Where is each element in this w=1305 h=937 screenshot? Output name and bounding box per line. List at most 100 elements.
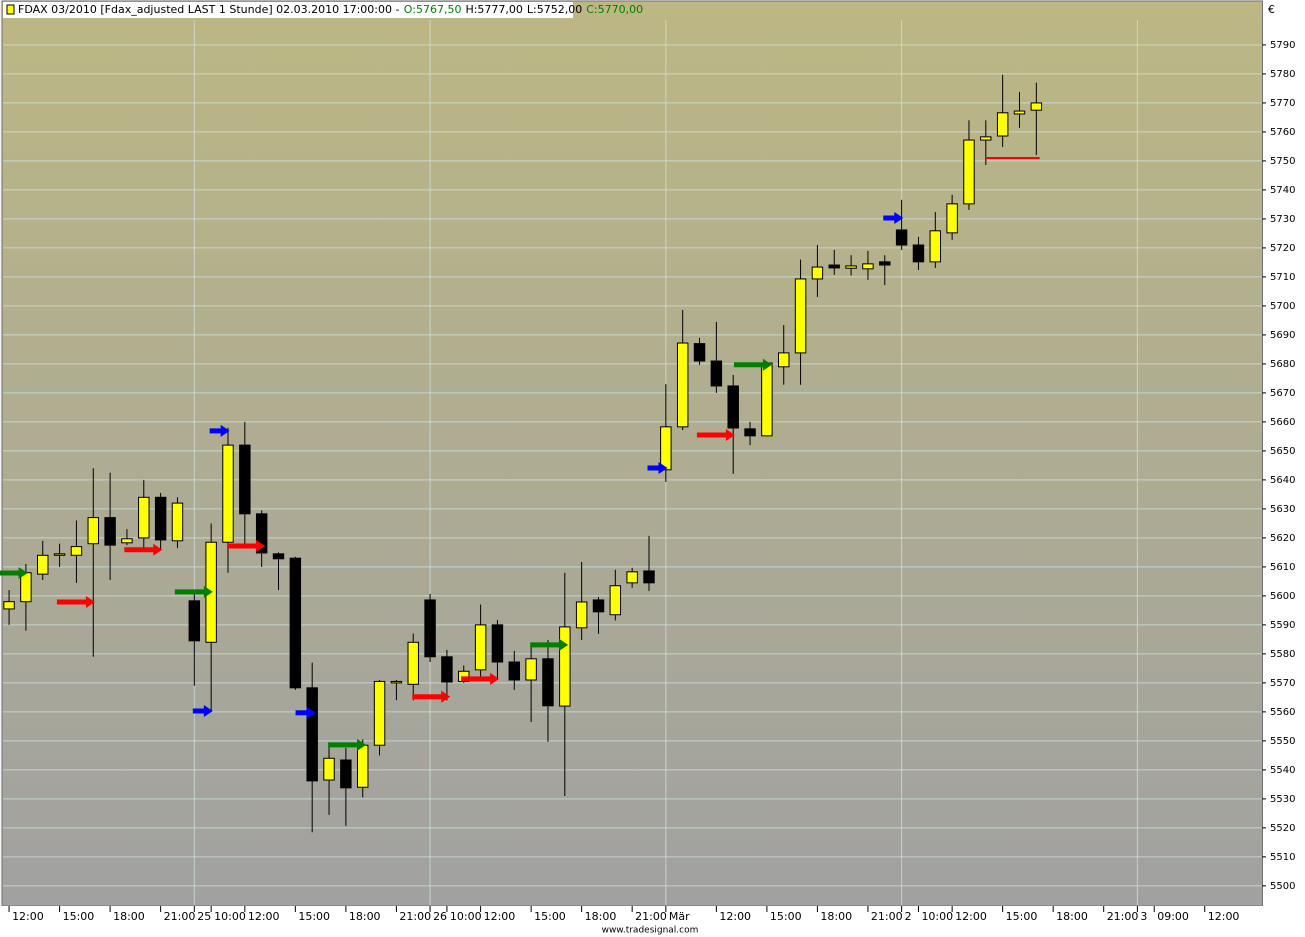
x-tick-label: 18:00	[349, 910, 381, 923]
candle-body	[727, 385, 739, 429]
y-tick-label: 5610	[1270, 562, 1295, 573]
x-tick-label: 21:00	[871, 910, 903, 923]
x-tick-label: 26	[433, 910, 447, 923]
y-tick-label: 5740	[1270, 185, 1295, 196]
candle-body	[239, 444, 251, 515]
x-tick-label: 15:00	[770, 910, 802, 923]
y-tick-label: 5660	[1270, 417, 1295, 428]
candle-body	[154, 496, 167, 541]
signal-arrow	[647, 462, 668, 475]
candle-body	[255, 513, 268, 554]
x-tick-label: 18:00	[113, 910, 145, 923]
x-tick-label: 25	[197, 910, 211, 923]
x-tick-label: 09:00	[1157, 910, 1189, 923]
header-ohlc: C:5770,00	[586, 3, 643, 16]
candle-body	[963, 139, 975, 205]
candle-body	[895, 229, 908, 246]
candle-body	[87, 517, 99, 545]
header-box	[3, 2, 573, 18]
y-tick-label: 5510	[1270, 852, 1295, 863]
y-tick-label: 5730	[1270, 214, 1295, 225]
candle-body	[1030, 102, 1043, 111]
y-tick-label: 5790	[1270, 40, 1295, 51]
signal-arrow	[733, 358, 772, 371]
candle-body	[340, 759, 352, 789]
y-tick-label: 5680	[1270, 359, 1295, 370]
candle-body	[744, 428, 756, 437]
signal-arrow	[192, 705, 213, 718]
y-tick-label: 5590	[1270, 620, 1295, 631]
candle-body	[980, 136, 992, 141]
header-title: FDAX 03/2010 [Fdax_adjusted LAST 1 Stund…	[18, 3, 400, 16]
candle-body	[491, 624, 504, 663]
x-tick-label: Mär	[669, 910, 690, 923]
candle-body	[845, 265, 857, 269]
signal-arrow	[56, 595, 95, 608]
x-axis-panel	[0, 906, 1305, 937]
candle-body	[3, 601, 15, 610]
candle-body	[373, 680, 386, 746]
signal-arrow	[530, 638, 569, 651]
candle-body	[946, 203, 958, 234]
candle-body	[508, 661, 520, 681]
candle-body	[929, 230, 942, 263]
candle-body	[37, 554, 49, 575]
x-tick-label: 12:00	[1208, 910, 1240, 923]
signal-arrow	[883, 212, 904, 225]
y-tick-label: 5690	[1270, 330, 1295, 341]
x-tick-label: 2	[905, 910, 912, 923]
candle-body	[121, 538, 133, 544]
header-ohlc: L:5752,00	[527, 3, 582, 16]
candle-body	[761, 362, 773, 437]
header-ohlc: H:5777,00	[465, 3, 522, 16]
candle-body	[912, 244, 925, 263]
candle-body	[542, 658, 554, 707]
candle-body	[171, 502, 184, 542]
candle-body	[53, 553, 66, 556]
x-tick-label: 12:00	[248, 910, 280, 923]
y-tick-label: 5650	[1270, 446, 1295, 457]
x-tick-label: 15:00	[63, 910, 95, 923]
candle-body	[778, 352, 790, 368]
x-tick-label: 12:00	[719, 910, 751, 923]
x-tick-label: 21:00	[635, 910, 667, 923]
x-tick-label: 12:00	[955, 910, 987, 923]
x-tick-label: 10:00	[214, 910, 246, 923]
y-tick-label: 5670	[1270, 388, 1295, 399]
candle-body	[676, 342, 689, 428]
candle-body	[70, 546, 83, 556]
candle-body	[811, 266, 824, 280]
x-tick-label: 10:00	[921, 910, 953, 923]
candle-body	[592, 599, 605, 613]
candle-body	[272, 553, 285, 560]
y-tick-label: 5640	[1270, 475, 1295, 486]
candle-body	[356, 744, 369, 788]
y-tick-label: 5570	[1270, 678, 1295, 689]
header-icon	[6, 4, 15, 15]
candle-body	[575, 601, 588, 629]
x-tick-label: 18:00	[820, 910, 852, 923]
y-tick-label: 5770	[1270, 98, 1295, 109]
x-tick-label: 15:00	[1006, 910, 1038, 923]
y-tick-label: 5620	[1270, 533, 1295, 544]
signal-arrow	[174, 585, 213, 598]
signal-arrow	[328, 738, 367, 751]
candle-body	[626, 571, 638, 584]
signal-arrow	[461, 672, 500, 685]
candle-body	[1013, 110, 1026, 115]
candle-body	[138, 496, 150, 539]
x-tick-label: 15:00	[534, 910, 566, 923]
header-ohlc: O:5767,50	[404, 3, 462, 16]
signal-arrow	[227, 540, 266, 553]
x-tick-label: 15:00	[298, 910, 330, 923]
y-axis-panel	[1263, 0, 1305, 937]
y-tick-label: 5760	[1270, 127, 1295, 138]
x-tick-label: 21:00	[164, 910, 196, 923]
candle-body	[390, 680, 403, 684]
candle-body	[710, 360, 723, 387]
header: FDAX 03/2010 [Fdax_adjusted LAST 1 Stund…	[18, 3, 643, 16]
x-tick-label: 12:00	[484, 910, 516, 923]
credit: www.tradesignal.com	[602, 926, 699, 936]
